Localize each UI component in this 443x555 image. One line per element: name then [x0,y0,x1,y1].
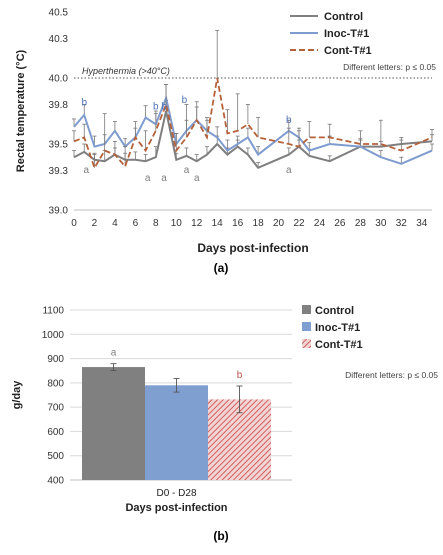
x-tick-label: 8 [153,218,159,229]
legend-label: Inoc-T#1 [324,28,369,40]
legend-label: Control [324,11,363,23]
y-tick-label: 39.8 [49,100,69,111]
y-tick-label: 900 [47,354,64,365]
line-chart-x-axis-label: Days post-infection [197,241,308,255]
bar-chart-significance-note: Different letters: p ≤ 0.05 [345,370,438,380]
x-tick-label: 18 [253,218,265,229]
panel-label-b: (b) [213,529,228,543]
bar-chart-legend: Control Inoc-T#1 Cont-T#1 [302,305,363,351]
y-tick-label: 500 [47,451,64,462]
y-tick-label: 40.3 [49,34,69,45]
line-chart-legend: Control Inoc-T#1 Cont-T#1 [290,11,372,57]
y-tick-label: 40.0 [49,74,69,85]
series-inoc-t-1 [72,85,434,164]
bar-category-label: D0 - D28 [156,488,196,499]
x-tick-label: 20 [273,218,285,229]
series-line [74,111,432,168]
bar-chart-x-axis-label: Days post-infection [125,502,227,514]
panel-label-a: (a) [214,261,229,275]
line-series-group [72,30,434,167]
significance-letter: a [161,173,167,184]
significance-letter: b [237,370,243,381]
x-tick-label: 2 [92,218,98,229]
threshold-label: Hyperthermia (>40°C) [82,66,170,76]
significance-letter: b [286,115,292,126]
legend-label: Cont-T#1 [315,339,363,351]
x-tick-label: 6 [133,218,139,229]
y-tick-label: 600 [47,427,64,438]
significance-letter: a [194,173,200,184]
significance-letter: a [286,165,292,176]
legend-swatch [302,305,311,314]
significance-letter: a [111,348,117,359]
y-tick-label: 39.5 [49,140,69,151]
y-tick-label: 1100 [42,306,64,317]
significance-letter: b [81,98,87,109]
series-line [74,98,432,164]
x-tick-label: 0 [71,218,77,229]
x-tick-label: 10 [171,218,183,229]
x-tick-label: 32 [396,218,408,229]
significance-letter: a [145,173,151,184]
legend-swatch [302,339,311,348]
y-tick-label: 39.0 [49,206,69,217]
series-line [74,78,432,168]
y-tick-label: 400 [47,476,64,487]
x-tick-label: 30 [375,218,387,229]
y-tick-label: 700 [47,403,64,414]
x-tick-label: 4 [112,218,118,229]
x-tick-label: 34 [416,218,428,229]
x-tick-label: 22 [293,218,305,229]
significance-letter: b [182,95,188,106]
line-chart-significance-note: Different letters: p ≤ 0.05 [343,62,436,72]
y-tick-label: 1000 [42,330,65,341]
x-tick-label: 26 [334,218,346,229]
line-chart-y-axis-label: Rectal temperature (°C) [15,49,27,172]
legend-label: Cont-T#1 [324,45,372,57]
bar-group: ab [82,348,271,480]
bar-control [82,367,145,480]
x-tick-label: 16 [232,218,244,229]
significance-letter: a [83,165,89,176]
x-tick-label: 24 [314,218,326,229]
x-tick-label: 12 [191,218,203,229]
legend-label: Control [315,305,354,317]
bar-inoc-t-1 [145,385,208,480]
y-tick-label: 39.3 [49,166,69,177]
x-tick-label: 14 [212,218,224,229]
y-tick-label: 40.5 [49,8,69,19]
significance-letter: a [184,165,190,176]
bar-chart-y-axis-label: g/day [11,380,23,410]
y-tick-label: 800 [47,378,64,389]
legend-label: Inoc-T#1 [315,322,360,334]
significance-letter: b [161,102,167,113]
x-tick-label: 28 [355,218,367,229]
significance-letter: b [153,102,159,113]
legend-swatch [302,322,311,331]
